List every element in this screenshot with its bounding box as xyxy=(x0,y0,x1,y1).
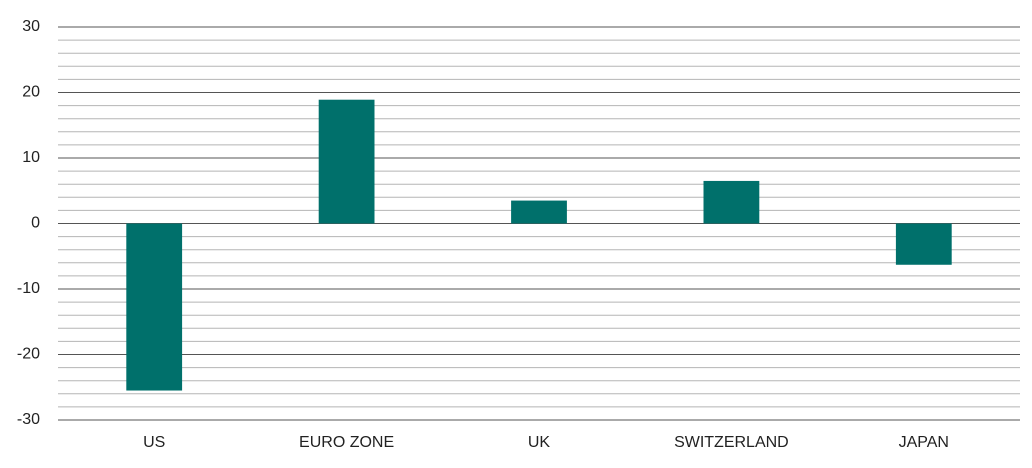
bar xyxy=(703,180,760,224)
x-tick-label: SWITZERLAND xyxy=(674,434,789,451)
bar xyxy=(318,99,375,224)
x-tick-label: JAPAN xyxy=(899,434,949,451)
y-tick-label: -30 xyxy=(17,411,40,428)
y-tick-label: -20 xyxy=(17,346,40,363)
y-tick-label: 30 xyxy=(22,18,40,35)
bar xyxy=(126,223,183,391)
y-tick-label: 0 xyxy=(31,215,40,232)
x-tick-label: EURO ZONE xyxy=(299,434,394,451)
y-tick-label: -10 xyxy=(17,280,40,297)
x-tick-label: UK xyxy=(528,434,551,451)
y-tick-label: 10 xyxy=(22,149,40,166)
y-tick-label: 20 xyxy=(22,84,40,101)
bar xyxy=(895,223,952,265)
bar xyxy=(511,200,567,224)
x-tick-label: US xyxy=(143,434,165,451)
